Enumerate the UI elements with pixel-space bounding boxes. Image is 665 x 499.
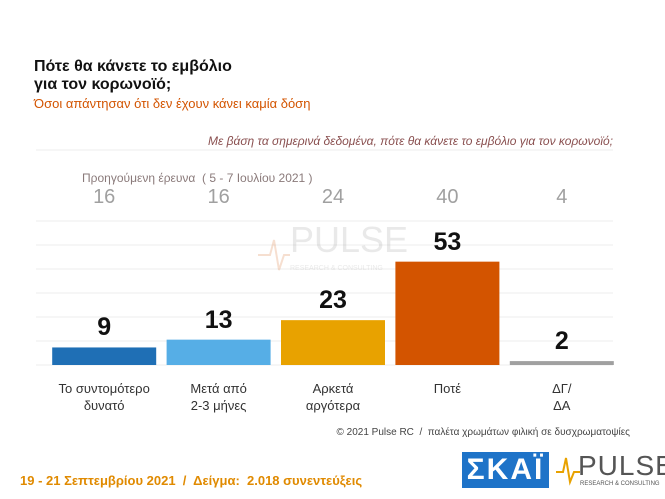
value-label: 2	[554, 327, 569, 356]
value-label: 23	[319, 286, 347, 315]
title-line: Πότε θα κάνετε το εμβόλιο	[34, 58, 232, 75]
pulse-logo-sub: RESEARCH & CONSULTING	[580, 481, 660, 487]
x-tick-label: Αρκετά αργότερα	[305, 381, 361, 413]
title-line: για τον κορωνοϊό;	[34, 76, 172, 93]
subtitle: Όσοι απάντησαν ότι δεν έχουν κάνει καμία…	[34, 96, 311, 111]
bar	[52, 347, 157, 365]
skai-logo: ΣΚΑΪ	[462, 452, 549, 488]
x-tick-label: Μετά από 2-3 μήνες	[190, 381, 247, 413]
bar	[166, 339, 271, 365]
svg-text:RESEARCH & CONSULTING: RESEARCH & CONSULTING	[290, 265, 383, 272]
previous-value: 4	[556, 186, 568, 208]
previous-label: Προηγούμενη έρευνα ( 5 - 7 Ιουλίου 2021 …	[82, 171, 313, 185]
bottom-note: 19 - 21 Σεπτεμβρίου 2021 / Δείγμα: 2.018…	[20, 473, 363, 488]
value-label: 13	[204, 305, 233, 334]
footnote: © 2021 Pulse RC / παλέτα χρωμάτων φιλική…	[336, 427, 630, 438]
previous-value: 16	[93, 186, 116, 208]
bar	[281, 320, 385, 365]
bar	[395, 261, 500, 365]
question: Με βάση τα σημερινά δεδομένα, πότε θα κά…	[208, 134, 613, 148]
bar	[509, 361, 614, 365]
pulse-logo-mark	[556, 457, 580, 486]
watermark: PULSE RESEARCH & CONSULTING	[258, 219, 408, 272]
x-tick-label: Ποτέ	[433, 381, 462, 396]
value-label: 9	[97, 313, 112, 342]
x-tick-label: ΔΓ/ ΔΑ	[552, 381, 572, 413]
pulse-logo: PULSE	[578, 450, 665, 481]
previous-value: 40	[436, 186, 459, 208]
previous-value: 24	[321, 186, 345, 208]
x-tick-label: Το συντομότερο δυνατό	[58, 381, 150, 413]
value-label: 53	[433, 227, 462, 256]
svg-text:PULSE: PULSE	[290, 219, 408, 260]
previous-value: 16	[207, 186, 230, 208]
